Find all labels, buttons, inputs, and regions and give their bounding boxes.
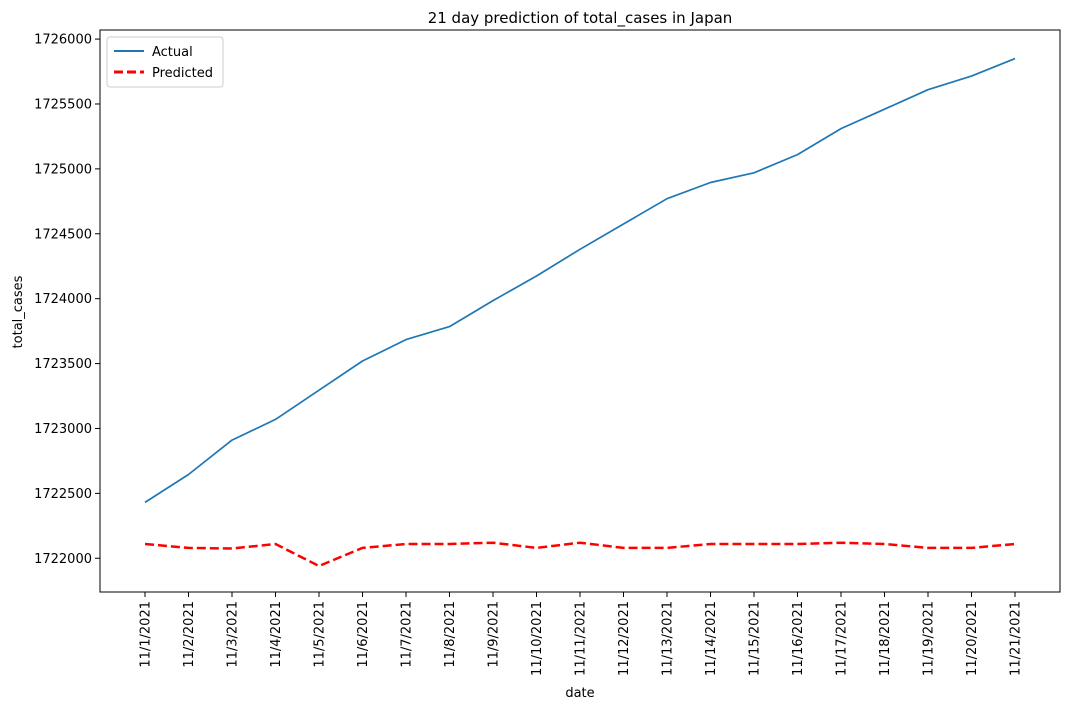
y-tick-label: 1725000 xyxy=(34,162,92,177)
x-tick-label: 11/8/2021 xyxy=(443,601,458,668)
series-line-actual xyxy=(144,57,1016,504)
x-tick-label: 11/9/2021 xyxy=(487,601,502,668)
x-axis: 11/1/2021 11/2/2021 11/3/2021 11/4/2021 11/5… xyxy=(139,592,1024,676)
y-axis-label: total_cases xyxy=(11,275,26,348)
x-tick-label: 11/19/2021 xyxy=(922,601,937,676)
y-tick-label: 1723000 xyxy=(34,422,92,437)
x-tick-label: 11/7/2021 xyxy=(400,601,415,668)
y-tick-label: 1723500 xyxy=(34,357,92,372)
x-axis-label: date xyxy=(565,686,594,701)
series-layer xyxy=(144,57,1016,568)
x-tick-label: 11/15/2021 xyxy=(748,601,763,676)
x-tick-label: 11/1/2021 xyxy=(139,601,154,668)
chart-title: 21 day prediction of total_cases in Japa… xyxy=(428,9,733,28)
x-tick-label: 11/16/2021 xyxy=(791,601,806,676)
x-tick-label: 11/14/2021 xyxy=(704,601,719,676)
x-tick-label: 11/3/2021 xyxy=(226,601,241,668)
legend-actual-label: Actual xyxy=(152,45,193,60)
x-tick-label: 11/2/2021 xyxy=(182,601,197,668)
x-tick-label: 11/12/2021 xyxy=(617,601,632,676)
y-tick-label: 1725500 xyxy=(34,97,92,112)
x-tick-label: 11/13/2021 xyxy=(661,601,676,676)
y-tick-label: 1722500 xyxy=(34,487,92,502)
plot-area xyxy=(99,29,1061,593)
x-tick-label: 11/5/2021 xyxy=(313,601,328,668)
legend-box xyxy=(106,36,224,88)
x-tick-label: 11/17/2021 xyxy=(835,601,850,676)
y-tick-label: 1724000 xyxy=(34,292,92,307)
y-tick-label: 1724500 xyxy=(34,227,92,242)
legend: Actual Predicted xyxy=(106,36,224,88)
y-axis: 1722000 1722500 1723000 1723500 1724000 17245… xyxy=(34,33,100,567)
legend-predicted-label: Predicted xyxy=(152,66,213,81)
y-tick-label: 1726000 xyxy=(34,33,92,48)
x-tick-label: 11/6/2021 xyxy=(356,601,371,668)
x-tick-label: 11/20/2021 xyxy=(965,601,980,676)
x-tick-label: 11/11/2021 xyxy=(574,601,589,676)
y-tick-label: 1722000 xyxy=(34,552,92,567)
x-tick-label: 11/10/2021 xyxy=(530,601,545,676)
x-tick-label: 11/4/2021 xyxy=(269,601,284,668)
x-tick-label: 11/18/2021 xyxy=(878,601,893,676)
x-tick-label: 11/21/2021 xyxy=(1009,601,1024,676)
series-line-predicted xyxy=(144,541,1016,568)
